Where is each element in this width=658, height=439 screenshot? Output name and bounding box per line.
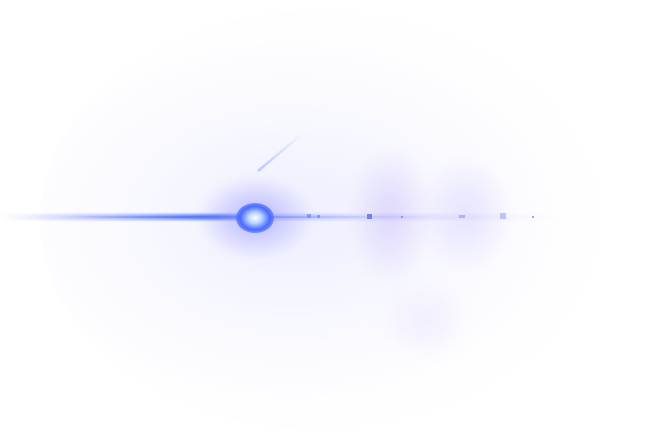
horizontal-light-streak xyxy=(0,214,560,220)
soft-halo xyxy=(40,10,600,430)
thin-light-streak xyxy=(60,216,440,218)
flare-artifact-dot xyxy=(500,213,506,219)
ghost-reflection-right xyxy=(420,160,510,270)
flare-artifact-dot xyxy=(459,215,465,218)
flare-core xyxy=(236,203,274,233)
flare-artifact-dot xyxy=(367,214,372,219)
flare-artifact-dot xyxy=(532,216,534,218)
flare-ray xyxy=(257,131,305,172)
flare-outer-glow xyxy=(200,178,310,258)
ghost-reflection-left xyxy=(350,150,430,280)
flare-artifact-dot xyxy=(317,215,320,218)
flare-artifact-dot xyxy=(401,216,403,218)
flare-artifact-dot xyxy=(307,214,311,218)
ghost-reflection-lower xyxy=(380,280,470,360)
